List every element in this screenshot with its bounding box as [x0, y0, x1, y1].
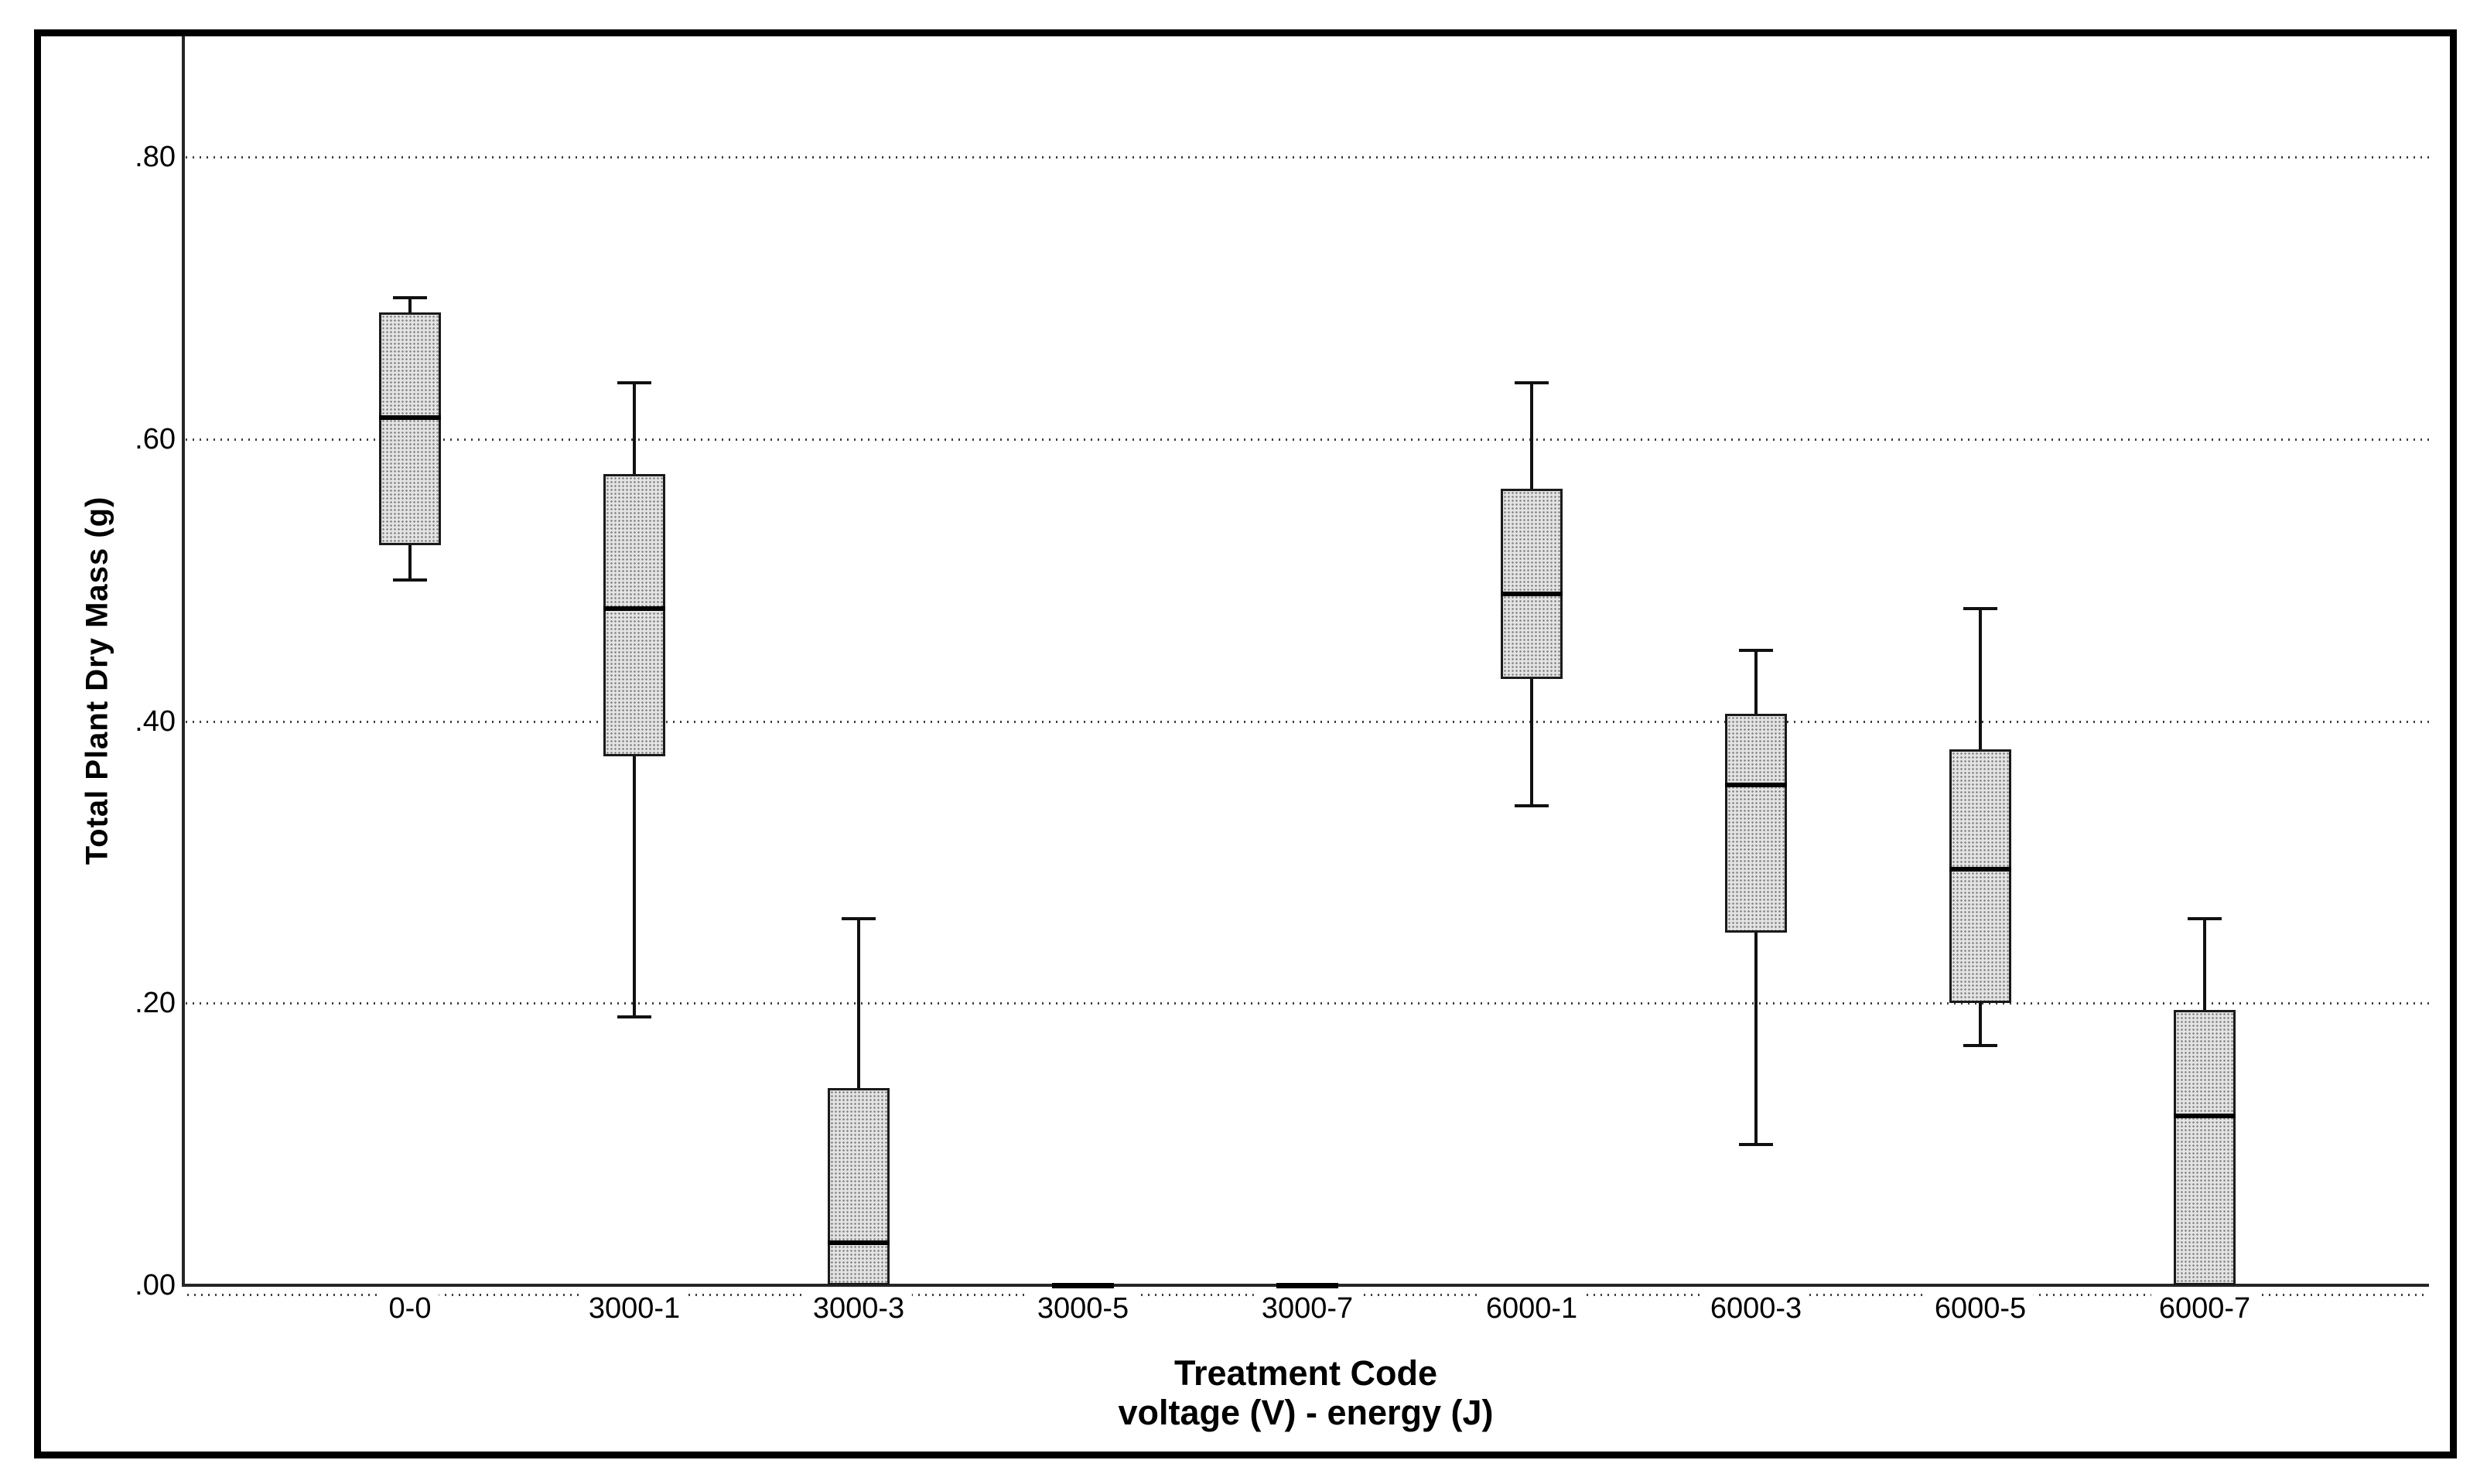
- whisker-cap-lower-6000-5: [1963, 1044, 1997, 1047]
- x-tick-label-6000-3: 6000-3: [1702, 1288, 1810, 1325]
- box-6000-1: [1501, 489, 1563, 679]
- y-tick-label-40: .40: [135, 705, 176, 738]
- whisker-cap-upper-6000-7: [2188, 917, 2222, 920]
- whisker-upper-6000-7: [2203, 919, 2206, 1010]
- gridline-60: [186, 438, 2429, 441]
- figure-frame: [34, 29, 2457, 1458]
- whisker-cap-lower-6000-3: [1739, 1143, 1773, 1146]
- whisker-cap-lower-0-0: [393, 578, 427, 582]
- whisker-lower-6000-3: [1754, 933, 1758, 1145]
- whisker-lower-6000-1: [1530, 679, 1533, 806]
- x-tick-label-3000-3: 3000-3: [805, 1288, 913, 1325]
- median-3000-1: [603, 606, 665, 611]
- whisker-lower-6000-5: [1979, 1003, 1982, 1046]
- x-tick-label-3000-1: 3000-1: [580, 1288, 688, 1325]
- whisker-cap-upper-3000-3: [842, 917, 876, 920]
- whisker-cap-lower-6000-1: [1515, 804, 1549, 807]
- median-6000-5: [1949, 867, 2011, 872]
- x-tick-label-0-0: 0-0: [381, 1288, 439, 1325]
- gridline-40: [186, 721, 2429, 723]
- gridline-20: [186, 1002, 2429, 1005]
- box-3000-1: [603, 474, 665, 756]
- y-tick-label-80: .80: [135, 141, 176, 173]
- median-3000-3: [828, 1240, 890, 1245]
- whisker-cap-upper-6000-5: [1963, 607, 1997, 610]
- box-3000-3: [828, 1088, 890, 1285]
- x-tick-label-6000-7: 6000-7: [2151, 1288, 2259, 1325]
- whisker-cap-upper-6000-3: [1739, 649, 1773, 652]
- flat-line-3000-5: [1052, 1283, 1114, 1290]
- median-6000-3: [1725, 783, 1787, 787]
- y-tick-label-00: .00: [135, 1269, 176, 1301]
- median-6000-1: [1501, 592, 1563, 596]
- median-0-0: [379, 415, 441, 420]
- y-tick-label-20: .20: [135, 987, 176, 1019]
- whisker-upper-6000-1: [1530, 383, 1533, 489]
- x-tick-label-3000-7: 3000-7: [1253, 1288, 1361, 1325]
- y-axis-title: Total Plant Dry Mass (g): [80, 496, 114, 865]
- whisker-cap-upper-0-0: [393, 296, 427, 299]
- box-6000-5: [1949, 749, 2011, 1003]
- flat-line-3000-7: [1276, 1283, 1338, 1290]
- whisker-cap-upper-3000-1: [617, 381, 651, 384]
- box-6000-3: [1725, 714, 1787, 933]
- whisker-cap-upper-6000-1: [1515, 381, 1549, 384]
- x-tick-label-3000-5: 3000-5: [1029, 1288, 1137, 1325]
- box-0-0: [379, 312, 441, 545]
- whisker-upper-6000-5: [1979, 609, 1982, 749]
- gridline-80: [186, 156, 2429, 159]
- x-axis-title-line2: voltage (V) - energy (J): [1118, 1393, 1494, 1432]
- median-6000-7: [2174, 1114, 2236, 1118]
- whisker-cap-lower-3000-1: [617, 1015, 651, 1018]
- whisker-upper-3000-3: [857, 919, 860, 1088]
- x-tick-label-6000-1: 6000-1: [1478, 1288, 1586, 1325]
- whisker-upper-6000-3: [1754, 650, 1758, 714]
- y-axis-line: [182, 36, 185, 1287]
- box-6000-7: [2174, 1010, 2236, 1285]
- whisker-upper-0-0: [408, 298, 412, 312]
- whisker-lower-0-0: [408, 545, 412, 580]
- x-axis-title: Treatment Code voltage (V) - energy (J): [1118, 1353, 1493, 1432]
- x-axis-title-line1: Treatment Code: [1173, 1353, 1438, 1393]
- whisker-upper-3000-1: [633, 383, 636, 474]
- y-tick-label-60: .60: [135, 423, 176, 455]
- x-tick-label-6000-5: 6000-5: [1926, 1288, 2034, 1325]
- whisker-lower-3000-1: [633, 756, 636, 1017]
